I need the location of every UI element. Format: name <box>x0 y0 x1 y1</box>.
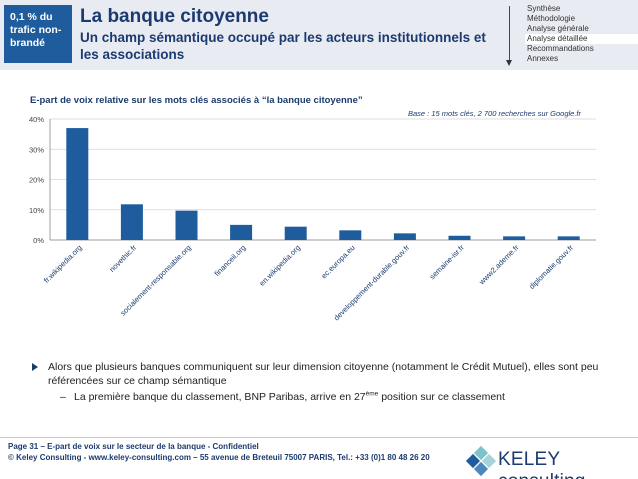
chart-title: E-part de voix relative sur les mots clé… <box>30 95 363 106</box>
nav-item-recommandations[interactable]: Recommandations <box>527 44 594 53</box>
bar <box>284 226 307 240</box>
keley-logo-text: KELEY consulting <box>498 449 585 479</box>
footer-divider <box>0 437 638 438</box>
keley-logo: KELEY consulting <box>465 445 636 479</box>
footer: Page 31 – E-part de voix sur le secteur … <box>8 441 430 463</box>
traffic-badge: 0,1 % du trafic non-brandé <box>4 5 72 63</box>
y-tick-label: 30% <box>29 145 44 154</box>
triangle-bullet-icon <box>32 363 38 371</box>
x-tick-label: diplomatie.gouv.fr <box>527 243 575 291</box>
keley-diamond-icon <box>465 445 497 477</box>
x-tick-label: en.wikipedia.org <box>257 243 302 288</box>
nav-item-synthese[interactable]: Synthèse <box>527 4 561 13</box>
bullet-list: Alors que plusieurs banques communiquent… <box>28 360 628 404</box>
page-title: La banque citoyenne <box>80 6 269 27</box>
bullet-main: Alors que plusieurs banques communiquent… <box>28 360 628 388</box>
bar <box>339 230 362 240</box>
bullet-sub-text-end: position sur ce classement <box>378 391 505 403</box>
dash-bullet: – <box>60 391 66 403</box>
x-tick-label: novethic.fr <box>107 243 138 274</box>
slide-header: 0,1 % du trafic non-brandé La banque cit… <box>0 0 638 70</box>
bullet-sub: – La première banque du classement, BNP … <box>28 390 628 404</box>
x-tick-label: ec.europa.eu <box>319 243 356 280</box>
y-tick-label: 20% <box>29 176 44 185</box>
nav-arrow-icon <box>506 60 512 66</box>
bullet-sub-sup: ème <box>365 390 379 398</box>
bar <box>393 233 416 240</box>
nav-item-analyse-detaillee[interactable]: Analyse détaillée <box>525 34 638 44</box>
bar <box>66 128 89 240</box>
bar <box>557 236 580 240</box>
bullet-sub-text: La première banque du classement, BNP Pa… <box>74 391 366 403</box>
bar <box>230 224 253 240</box>
nav-item-analyse-generale[interactable]: Analyse générale <box>527 24 589 33</box>
bar <box>175 210 198 240</box>
x-tick-label: financeil.org <box>213 243 248 278</box>
y-tick-label: 0% <box>33 236 44 245</box>
nav-item-methodologie[interactable]: Méthodologie <box>527 14 576 23</box>
bar <box>503 236 526 240</box>
nav-timeline-line <box>509 6 510 62</box>
footer-page-info: Page 31 – E-part de voix sur le secteur … <box>8 442 259 451</box>
x-tick-label: semaine-isr.fr <box>428 243 467 282</box>
page-subtitle: Un champ sémantique occupé par les acteu… <box>80 30 486 62</box>
y-tick-label: 40% <box>29 115 44 124</box>
bar <box>120 204 143 240</box>
x-tick-label: www2.ademe.fr <box>477 243 521 287</box>
y-tick-label: 10% <box>29 206 44 215</box>
bullet-main-text: Alors que plusieurs banques communiquent… <box>48 361 599 387</box>
bar <box>448 235 471 240</box>
nav-item-annexes[interactable]: Annexes <box>527 54 559 63</box>
footer-copyright: © Keley Consulting - www.keley-consultin… <box>8 453 430 462</box>
x-tick-label: fr.wikipedia.org <box>42 243 84 285</box>
chart-base-note: Base : 15 mots clés, 2 700 recherches su… <box>408 109 582 118</box>
